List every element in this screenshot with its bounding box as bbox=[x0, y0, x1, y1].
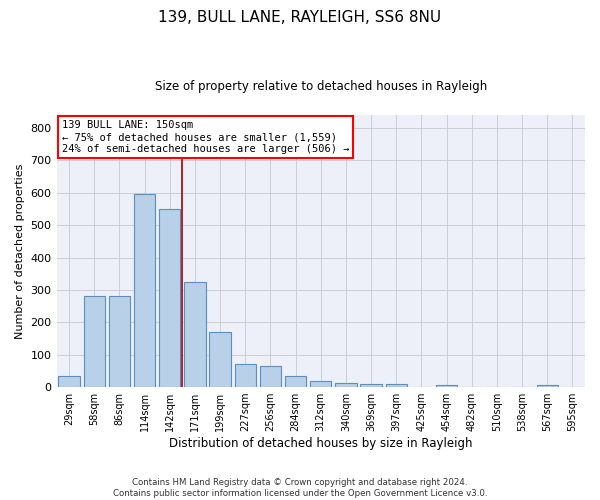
Bar bbox=[235, 364, 256, 387]
Bar bbox=[184, 282, 206, 387]
Y-axis label: Number of detached properties: Number of detached properties bbox=[15, 164, 25, 338]
Text: Contains HM Land Registry data © Crown copyright and database right 2024.
Contai: Contains HM Land Registry data © Crown c… bbox=[113, 478, 487, 498]
Bar bbox=[536, 385, 558, 387]
Text: 139, BULL LANE, RAYLEIGH, SS6 8NU: 139, BULL LANE, RAYLEIGH, SS6 8NU bbox=[158, 10, 442, 25]
Bar bbox=[134, 194, 155, 387]
Title: Size of property relative to detached houses in Rayleigh: Size of property relative to detached ho… bbox=[155, 80, 487, 93]
Bar bbox=[109, 296, 130, 387]
Bar bbox=[335, 383, 356, 387]
X-axis label: Distribution of detached houses by size in Rayleigh: Distribution of detached houses by size … bbox=[169, 437, 473, 450]
Bar bbox=[260, 366, 281, 387]
Bar bbox=[386, 384, 407, 387]
Bar bbox=[159, 209, 181, 387]
Bar bbox=[83, 296, 105, 387]
Bar bbox=[209, 332, 231, 387]
Bar bbox=[436, 385, 457, 387]
Bar bbox=[58, 376, 80, 387]
Bar bbox=[285, 376, 307, 387]
Bar bbox=[310, 380, 331, 387]
Text: 139 BULL LANE: 150sqm
← 75% of detached houses are smaller (1,559)
24% of semi-d: 139 BULL LANE: 150sqm ← 75% of detached … bbox=[62, 120, 349, 154]
Bar bbox=[361, 384, 382, 387]
